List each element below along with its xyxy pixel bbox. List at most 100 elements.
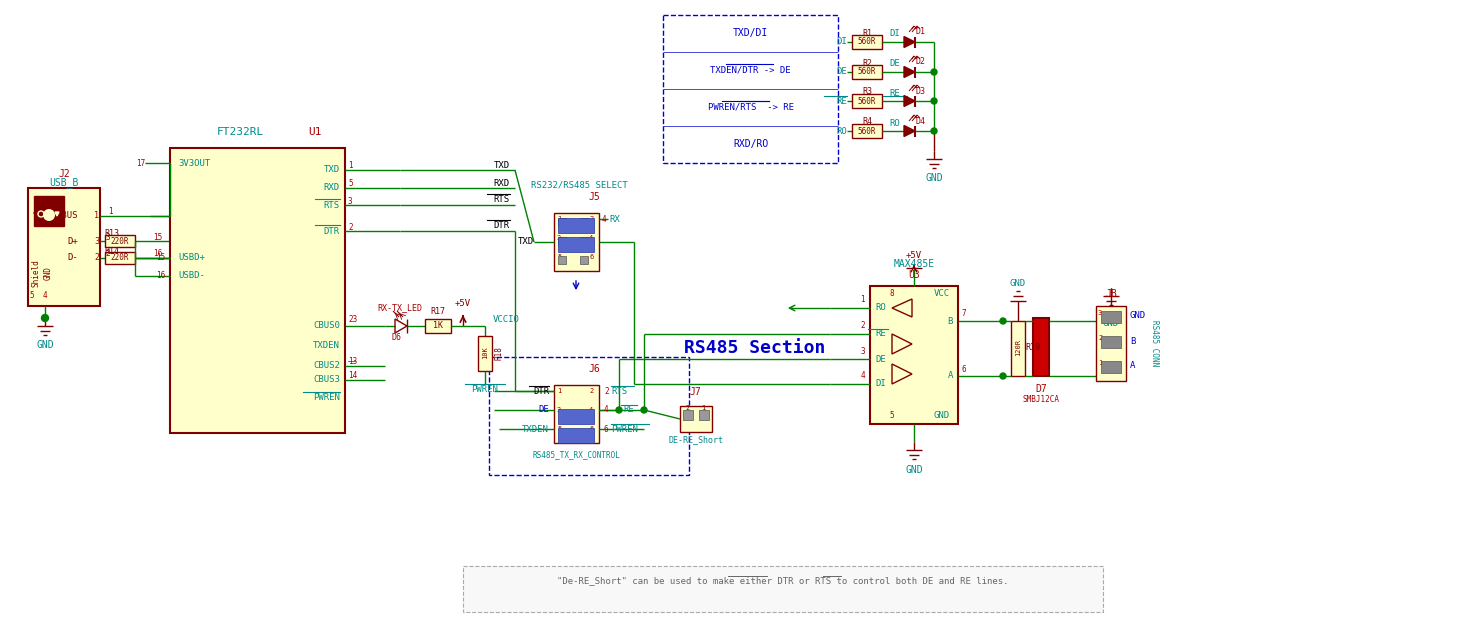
Text: USBD+: USBD+	[178, 254, 205, 263]
Text: 8: 8	[890, 289, 894, 298]
Text: RO: RO	[890, 118, 900, 127]
Text: DE: DE	[538, 406, 549, 415]
Text: R18: R18	[495, 346, 504, 360]
Text: DE: DE	[875, 354, 885, 364]
Text: 3: 3	[348, 197, 352, 205]
Text: R14: R14	[105, 247, 120, 256]
Text: JB: JB	[1105, 289, 1116, 299]
Text: DE: DE	[890, 60, 900, 69]
Text: B: B	[1129, 336, 1135, 345]
Text: 16: 16	[156, 272, 165, 280]
Bar	[558, 237, 595, 252]
Bar	[679, 406, 712, 432]
Bar	[558, 237, 565, 245]
Text: VCCIO: VCCIO	[492, 314, 520, 324]
Polygon shape	[904, 95, 915, 106]
Text: R1: R1	[862, 29, 872, 38]
Text: R3: R3	[862, 88, 872, 97]
Text: 15: 15	[153, 233, 162, 242]
Text: GND: GND	[1010, 279, 1026, 289]
Text: +5V: +5V	[454, 300, 470, 308]
Bar	[463, 566, 1103, 612]
Text: 560R: 560R	[858, 67, 877, 76]
Text: 2: 2	[1099, 335, 1102, 341]
Text: U3: U3	[909, 270, 920, 280]
Bar	[1033, 318, 1049, 376]
Text: 7: 7	[961, 310, 966, 319]
Text: 2: 2	[348, 223, 352, 232]
Text: 23: 23	[348, 315, 358, 324]
Bar	[852, 35, 882, 49]
Text: B: B	[948, 317, 953, 326]
Text: RXD: RXD	[324, 184, 340, 193]
Text: GND: GND	[906, 465, 923, 475]
Text: 3: 3	[94, 237, 99, 245]
Text: RTS: RTS	[611, 387, 627, 396]
Bar	[869, 286, 958, 424]
Text: 6: 6	[961, 364, 966, 373]
Text: R4: R4	[862, 118, 872, 127]
Bar	[1011, 321, 1026, 376]
Text: GND: GND	[44, 266, 53, 280]
Text: 5: 5	[29, 291, 34, 300]
Text: RS485 Section: RS485 Section	[684, 339, 825, 357]
Bar	[105, 235, 134, 247]
Bar	[698, 410, 709, 420]
Circle shape	[641, 407, 647, 413]
Text: RXD: RXD	[494, 179, 510, 188]
Bar	[1096, 306, 1126, 381]
Bar	[28, 188, 99, 306]
Text: TXD: TXD	[517, 237, 535, 247]
Text: 4: 4	[589, 235, 593, 241]
Text: 6: 6	[589, 426, 593, 432]
Text: 2: 2	[105, 249, 110, 258]
Text: GND: GND	[1129, 312, 1145, 321]
Text: 4: 4	[589, 407, 593, 413]
Text: 220R: 220R	[111, 254, 129, 263]
Bar	[558, 218, 565, 226]
Text: TXD: TXD	[494, 160, 510, 170]
Text: 1: 1	[348, 162, 352, 170]
Text: RE: RE	[875, 329, 885, 338]
Text: 3: 3	[1099, 310, 1102, 316]
Bar	[682, 410, 693, 420]
Bar	[558, 428, 595, 443]
Text: 4: 4	[602, 214, 606, 223]
Text: 2: 2	[685, 405, 690, 411]
Bar	[663, 15, 839, 163]
Text: 15: 15	[156, 254, 165, 263]
Text: R13: R13	[105, 230, 120, 238]
Text: D-: D-	[67, 254, 77, 263]
Text: GND: GND	[1103, 319, 1119, 328]
Text: RX-TX_LED: RX-TX_LED	[377, 303, 422, 312]
Text: 1: 1	[1099, 360, 1102, 366]
Text: 4: 4	[603, 406, 609, 415]
Text: DI: DI	[875, 380, 885, 389]
Text: DTR: DTR	[494, 221, 510, 230]
Text: 1: 1	[108, 207, 112, 216]
Text: RE: RE	[624, 406, 634, 415]
Text: RO: RO	[875, 303, 885, 312]
Text: TXD: TXD	[324, 165, 340, 174]
Text: RE: RE	[890, 88, 900, 97]
Text: R17: R17	[431, 307, 446, 317]
Text: VBUS: VBUS	[57, 212, 77, 221]
Polygon shape	[904, 67, 915, 78]
Circle shape	[931, 69, 937, 75]
Text: RS485_TX_RX_CONTROL: RS485_TX_RX_CONTROL	[532, 450, 619, 459]
Text: PWREN: PWREN	[313, 394, 340, 403]
Text: R19: R19	[1026, 343, 1040, 352]
Bar	[558, 218, 595, 233]
Bar	[558, 409, 595, 424]
Text: J6: J6	[589, 364, 600, 374]
Text: DTR: DTR	[324, 226, 340, 235]
Text: 5: 5	[348, 179, 352, 188]
Bar	[425, 319, 451, 333]
Text: 2: 2	[861, 322, 865, 331]
Text: RXD/RO: RXD/RO	[733, 139, 768, 149]
Text: GND: GND	[37, 340, 54, 350]
Text: DI: DI	[836, 38, 847, 46]
Text: MAX485E: MAX485E	[894, 259, 935, 269]
Text: 2: 2	[603, 387, 609, 396]
Text: 1: 1	[861, 296, 865, 305]
